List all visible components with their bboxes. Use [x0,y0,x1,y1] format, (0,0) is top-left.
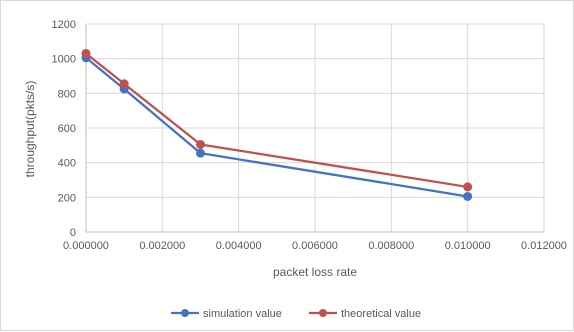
y-tick-label: 0 [70,227,76,239]
legend-label: simulation value [203,308,282,320]
theoretical-value-point [196,139,205,149]
x-tick-label: 0.000000 [63,240,109,252]
x-tick-label: 0.006000 [292,240,338,252]
y-tick-label: 800 [58,88,76,100]
series-lines [81,48,473,201]
y-tick-label: 600 [58,123,76,135]
legend-label: theoretical value [341,308,421,320]
x-tick-label: 0.008000 [368,240,414,252]
x-tick-label: 0.004000 [216,240,262,252]
simulation-value-line [85,56,468,198]
theoretical-value-point [119,79,129,89]
legend-entry-simulation-value: simulation value [171,308,282,320]
x-axis-title: packet loss rate [273,265,357,279]
legend-entry-theoretical-value: theoretical value [309,308,421,320]
x-tick-label: 0.002000 [139,240,185,252]
y-tick-label: 1000 [52,54,76,66]
theoretical-value-line [85,52,468,189]
theoretical-value-point [81,48,91,58]
tick-labels: 0 200 400 600 800 1000 1200 0.000000 0.002000 0.0… [52,19,567,252]
y-tick-label: 400 [58,158,76,170]
theoretical-value-point [463,182,473,192]
y-tick-label: 1200 [52,19,76,31]
simulation-value-point [196,148,205,158]
legend-marker [181,309,189,317]
y-axis-title: throughput(pkts/s) [23,81,37,178]
x-tick-label: 0.010000 [445,240,491,252]
gridlines [86,23,545,232]
simulation-value-point [463,191,473,201]
x-tick-label: 0.012000 [521,240,567,252]
legend: simulation value theoretical value [171,308,421,320]
y-tick-label: 200 [58,192,76,204]
legend-marker [319,309,327,317]
